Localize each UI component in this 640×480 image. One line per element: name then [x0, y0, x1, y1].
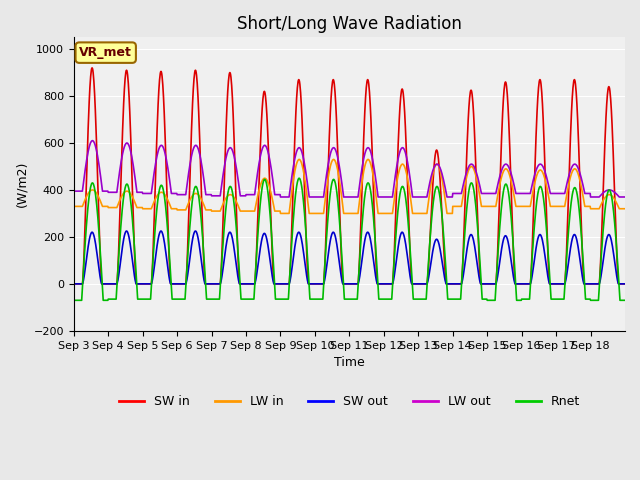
X-axis label: Time: Time [334, 356, 365, 369]
Y-axis label: (W/m2): (W/m2) [15, 161, 28, 207]
Title: Short/Long Wave Radiation: Short/Long Wave Radiation [237, 15, 462, 33]
Text: VR_met: VR_met [79, 46, 132, 59]
Legend: SW in, LW in, SW out, LW out, Rnet: SW in, LW in, SW out, LW out, Rnet [114, 390, 585, 413]
